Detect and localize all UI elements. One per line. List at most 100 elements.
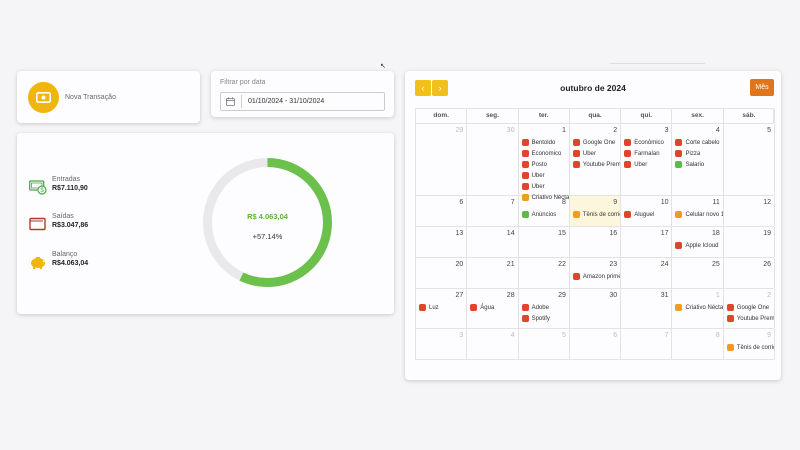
calendar-event[interactable]: Amazon prime [570,271,620,282]
calendar-event[interactable]: Apple Icloud [672,240,722,251]
calendar-day[interactable]: 18 Apple Icloud [672,227,724,257]
calendar-day[interactable]: 20 [416,258,468,288]
calendar-event[interactable]: Uber [570,148,620,159]
calendar-day[interactable]: 2 Google One Uber Youtube Premium [570,124,622,195]
calendar-day[interactable]: 26 [724,258,776,288]
day-number[interactable]: 22 [558,261,566,268]
calendar-event[interactable]: Youtube Premium [724,313,774,324]
calendar-event[interactable]: Salario [672,159,722,170]
calendar-day[interactable]: 11 Celular novo 1/ [672,196,724,226]
calendar-day[interactable]: 6 [416,196,468,226]
calendar-event[interactable]: Criativo Néctar [672,302,723,313]
calendar-event[interactable]: Adobe [519,302,569,313]
calendar-day[interactable]: 28 Água [467,289,519,328]
day-number[interactable]: 30 [609,292,618,299]
day-number[interactable]: 24 [660,261,669,268]
next-month-button[interactable]: › [432,80,448,96]
day-number[interactable]: 30 [506,127,515,134]
calendar-day[interactable]: 4 Corte cabelo Pizza Salario [672,124,724,195]
day-number[interactable]: 3 [459,332,464,339]
calendar-day[interactable]: 19 [724,227,776,257]
day-number[interactable]: 8 [561,199,566,206]
calendar-day[interactable]: 1 Criativo Néctar [672,289,724,328]
calendar-day[interactable]: 10 Aluguel [621,196,673,226]
calendar-day[interactable]: 23 Amazon prime [570,258,622,288]
day-number[interactable]: 13 [455,230,464,237]
day-number[interactable]: 16 [609,230,618,237]
calendar-day[interactable]: 7 [467,196,519,226]
day-number[interactable]: 2 [767,292,772,299]
day-number[interactable]: 23 [609,261,618,268]
day-number[interactable]: 28 [506,292,515,299]
day-number[interactable]: 7 [664,332,669,339]
calendar-event[interactable]: Luz [416,302,466,313]
calendar-event[interactable]: Água [467,302,517,313]
calendar-day[interactable]: 15 [519,227,570,257]
new-transaction-button[interactable]: Nova Transação [17,71,200,123]
day-number[interactable]: 5 [767,127,772,134]
calendar-day[interactable]: 22 [519,258,570,288]
day-number[interactable]: 25 [711,261,720,268]
calendar-day[interactable]: 30 [467,124,519,195]
calendar-event[interactable]: Spotify [519,313,569,324]
day-number[interactable]: 19 [763,230,772,237]
month-view-button[interactable]: Mês [750,79,774,96]
day-number[interactable]: 31 [660,292,669,299]
calendar-event[interactable]: Google One [570,137,620,148]
day-number[interactable]: 4 [510,332,515,339]
calendar-event[interactable]: Corte cabelo [672,137,722,148]
calendar-day[interactable]: 29 [416,124,468,195]
calendar-day[interactable]: 6 [570,329,622,359]
calendar-event[interactable]: Aluguel [621,209,671,220]
calendar-event[interactable]: Farmalan [621,148,671,159]
day-number[interactable]: 18 [711,230,720,237]
date-range-input[interactable]: 01/10/2024 - 31/10/2024 [220,92,385,111]
day-number[interactable]: 14 [506,230,515,237]
calendar-event[interactable]: Economico [519,148,569,159]
calendar-day[interactable]: 9 Tênis de corrida [724,329,776,359]
calendar-day-today[interactable]: 9 Tênis de corrida [569,196,622,226]
calendar-event[interactable]: Tênis de corrida [570,209,620,220]
calendar-day[interactable]: 2 Google One Youtube Premium [724,289,776,328]
calendar-day[interactable]: 29 Adobe Spotify [519,289,570,328]
calendar-day[interactable]: 16 [570,227,622,257]
day-number[interactable]: 26 [763,261,772,268]
day-number[interactable]: 1 [561,127,566,134]
calendar-day[interactable]: 8 [672,329,724,359]
calendar-day[interactable]: 4 [467,329,519,359]
calendar-event[interactable]: Uber [621,159,671,170]
day-number[interactable]: 11 [712,199,720,206]
calendar-event[interactable]: Uber [519,170,569,181]
calendar-day[interactable]: 1 Bentoldo Economico Posto Uber Uber Criativo … [519,124,570,201]
calendar-event[interactable]: Uber [519,181,569,192]
calendar-event[interactable]: Bentoldo [519,137,569,148]
calendar-day[interactable]: 3 Econômico Farmalan Uber [621,124,673,195]
calendar-day[interactable]: 21 [467,258,519,288]
calendar-event[interactable]: Tênis de corrida [724,342,774,353]
day-number[interactable]: 6 [459,199,464,206]
calendar-day[interactable]: 12 [724,196,776,226]
day-number[interactable]: 10 [660,199,669,206]
prev-month-button[interactable]: ‹ [415,80,431,96]
calendar-day[interactable]: 14 [467,227,519,257]
calendar-event[interactable]: Econômico [621,137,671,148]
calendar-event[interactable]: Criativo Néctar [519,192,569,203]
day-number[interactable]: 6 [613,332,618,339]
calendar-day[interactable]: 27 Luz [416,289,468,328]
day-number[interactable]: 17 [660,230,669,237]
calendar-event[interactable]: Posto [519,159,569,170]
calendar-day[interactable]: 3 [416,329,468,359]
calendar-day[interactable]: 5 [724,124,776,195]
calendar-event[interactable]: Youtube Premium [570,159,620,170]
day-number[interactable]: 1 [715,292,720,299]
day-number[interactable]: 29 [455,127,464,134]
calendar-day[interactable]: 17 [621,227,673,257]
calendar-day[interactable]: 31 [621,289,673,328]
calendar-day[interactable]: 24 [621,258,673,288]
calendar-day[interactable]: 30 [570,289,622,328]
day-number[interactable]: 20 [455,261,464,268]
calendar-day[interactable]: 7 [621,329,673,359]
day-number[interactable]: 8 [715,332,720,339]
day-number[interactable]: 29 [558,292,566,299]
day-number[interactable]: 9 [613,199,618,206]
